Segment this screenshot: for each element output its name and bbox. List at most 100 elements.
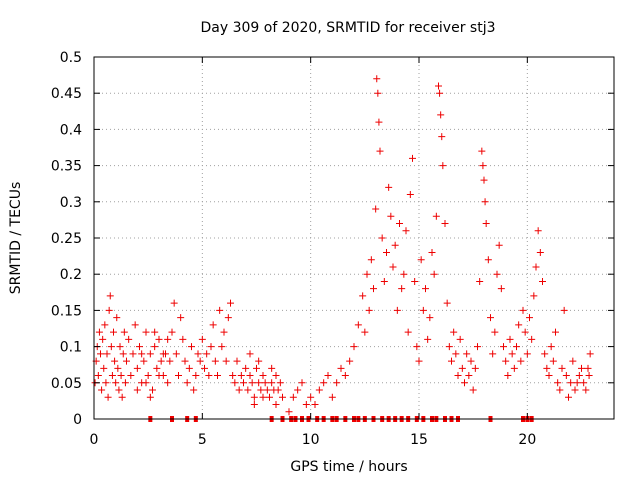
data-point	[328, 393, 336, 401]
data-point	[255, 357, 263, 365]
data-point	[117, 372, 125, 380]
data-point	[266, 393, 273, 401]
data-point	[111, 357, 119, 365]
data-point	[523, 350, 531, 358]
data-point	[220, 328, 228, 336]
data-point	[510, 364, 518, 372]
data-point	[493, 270, 501, 278]
data-point	[489, 350, 497, 358]
data-point	[562, 372, 570, 380]
data-point	[439, 162, 447, 170]
y-axis-label: SRMTID / TECUs	[8, 182, 24, 295]
data-point	[315, 386, 323, 394]
x-tick-label: 0	[90, 432, 99, 448]
data-point	[114, 364, 122, 372]
data-point	[541, 350, 549, 358]
data-point	[320, 379, 328, 387]
data-point	[419, 306, 427, 314]
data-point	[435, 82, 442, 90]
data-point	[207, 343, 215, 351]
data-point	[153, 364, 161, 372]
data-point	[575, 372, 583, 380]
data-point	[428, 248, 436, 256]
data-point	[586, 350, 594, 358]
data-point	[417, 256, 425, 264]
data-point	[307, 393, 315, 401]
data-point	[479, 162, 487, 170]
data-point	[363, 270, 371, 278]
data-point	[547, 343, 555, 351]
data-point	[585, 372, 593, 380]
x-tick-label: 10	[302, 432, 320, 448]
data-point	[115, 386, 123, 394]
data-point	[151, 328, 159, 336]
data-point	[108, 372, 116, 380]
data-point	[565, 393, 572, 401]
y-tick-label: 0.35	[51, 159, 82, 175]
data-point	[272, 401, 280, 409]
data-point	[105, 306, 113, 314]
data-point	[543, 364, 551, 372]
data-point	[203, 350, 211, 358]
data-point	[402, 227, 410, 235]
data-point	[471, 364, 479, 372]
data-point	[422, 285, 429, 293]
data-point	[374, 89, 382, 97]
data-point	[500, 343, 507, 351]
data-point	[155, 335, 163, 343]
data-point	[354, 321, 362, 329]
data-point	[103, 350, 111, 358]
data-point	[298, 379, 306, 387]
data-point	[372, 205, 380, 213]
data-point	[119, 350, 127, 358]
data-point	[385, 183, 393, 191]
data-point	[387, 212, 395, 220]
y-tick-label: 0.4	[60, 122, 82, 138]
data-point	[560, 306, 568, 314]
data-point	[133, 364, 141, 372]
y-tick-label: 0.15	[51, 303, 82, 319]
data-point	[289, 393, 297, 401]
data-point	[373, 75, 381, 83]
data-point	[482, 220, 490, 228]
data-point	[129, 350, 137, 358]
data-point	[106, 292, 114, 300]
data-point	[436, 89, 444, 97]
data-point	[375, 118, 383, 126]
data-point	[567, 379, 575, 387]
data-point	[556, 386, 564, 394]
data-point	[359, 292, 367, 300]
data-point	[539, 277, 546, 285]
data-point	[261, 379, 269, 387]
data-point	[495, 241, 503, 249]
data-point	[558, 364, 566, 372]
data-point	[549, 357, 557, 365]
data-point	[389, 263, 397, 271]
y-tick-label: 0.25	[51, 231, 82, 247]
data-point	[216, 306, 224, 314]
data-point	[259, 393, 267, 401]
data-point	[192, 372, 200, 380]
data-point	[497, 285, 505, 293]
data-point	[532, 263, 540, 271]
data-point	[151, 343, 159, 351]
x-tick-label: 20	[518, 432, 536, 448]
data-point	[478, 147, 486, 155]
data-point	[172, 350, 180, 358]
data-point	[185, 364, 193, 372]
data-point	[138, 350, 146, 358]
data-point	[467, 357, 475, 365]
data-point	[222, 357, 230, 365]
y-tick-label: 0	[73, 412, 82, 428]
data-point	[461, 379, 468, 387]
data-point	[121, 379, 129, 387]
data-point	[573, 379, 581, 387]
data-point	[133, 386, 141, 394]
data-point	[279, 393, 286, 401]
data-point	[530, 292, 538, 300]
x-axis-label: GPS time / hours	[290, 459, 407, 475]
data-point	[118, 393, 126, 401]
data-point	[155, 372, 163, 380]
data-point	[502, 357, 510, 365]
